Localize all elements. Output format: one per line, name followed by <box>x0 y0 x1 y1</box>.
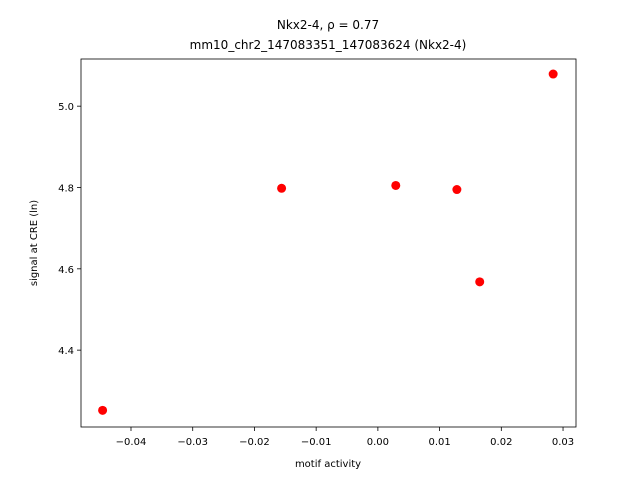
y-tick-label: 4.4 <box>58 346 74 357</box>
point <box>277 183 287 193</box>
y-tick-label: 4.8 <box>58 183 74 194</box>
x-tick-label: −0.04 <box>116 437 147 448</box>
x-tick-label: 0.00 <box>367 437 389 448</box>
point <box>98 405 108 415</box>
x-tick-label: 0.01 <box>428 437 450 448</box>
y-axis-label: signal at CRE (ln) <box>29 200 40 286</box>
x-tick-label: 0.03 <box>552 437 574 448</box>
point <box>548 69 558 79</box>
x-axis-label: motif activity <box>295 459 361 470</box>
point <box>452 185 462 195</box>
chart-title: Nkx2-4, ρ = 0.77 <box>277 18 379 32</box>
x-tick-label: 0.02 <box>490 437 512 448</box>
chart-subtitle: mm10_chr2_147083351_147083624 (Nkx2-4) <box>190 38 467 52</box>
y-tick-label: 5.0 <box>58 102 74 113</box>
x-tick-label: −0.01 <box>301 437 332 448</box>
point <box>391 180 401 190</box>
point <box>475 277 485 287</box>
y-tick-label: 4.6 <box>58 265 74 276</box>
x-tick-label: −0.03 <box>177 437 208 448</box>
x-tick-label: −0.02 <box>239 437 270 448</box>
plot-frame <box>80 58 577 428</box>
